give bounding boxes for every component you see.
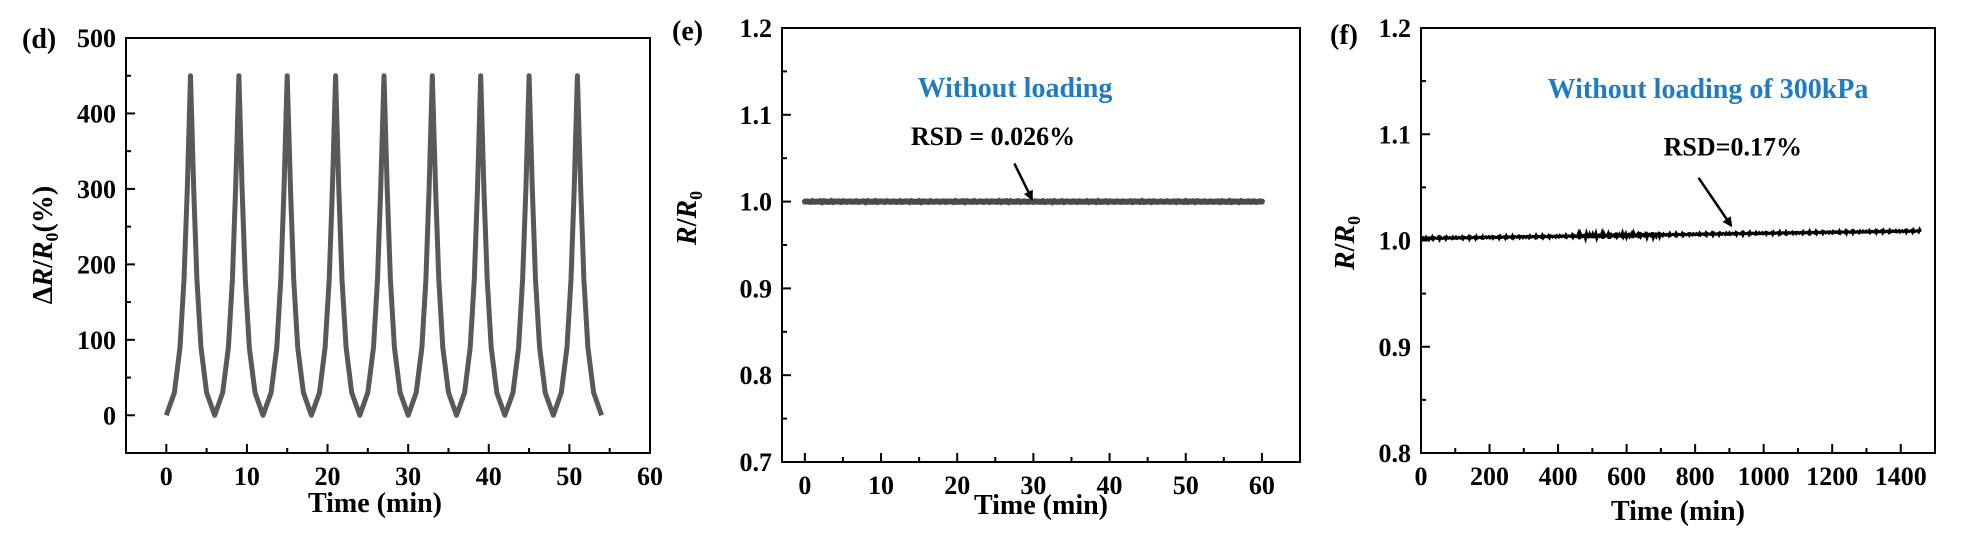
- panel-e-chart: (e) 0 10 20 30 40 50 60 0.7 0.8 0.9 1.0 1.1 1.2 Tim…: [672, 14, 1301, 521]
- y-axis-ticks-f: 0.8 0.9 1.0 1.1 1.2: [1379, 14, 1430, 468]
- x-tick-label: 60: [1249, 471, 1275, 500]
- y-tick-label: 0.8: [740, 361, 773, 390]
- data-line-d: [163, 73, 604, 418]
- x-tick-label: 10: [234, 462, 260, 491]
- y-axis-title-d: ΔR/R0(%): [28, 186, 62, 304]
- x-tick-label: 800: [1676, 462, 1715, 491]
- x-tick-label: 1200: [1806, 462, 1858, 491]
- series-d: [163, 73, 604, 418]
- chart-title-e: Without loading: [918, 73, 1113, 104]
- panel-label-e: (e): [672, 16, 703, 47]
- x-tick-label: 400: [1539, 462, 1578, 491]
- x-tick-label: 60: [637, 462, 663, 491]
- panel-f-chart: (f) 0 200 400 600 800 1000 1200 1400 0.8 0.9 1.0 1…: [1330, 14, 1936, 527]
- y-tick-label: 500: [77, 24, 116, 53]
- y-tick-label: 1.0: [740, 188, 773, 217]
- y-tick-label: 0.9: [740, 274, 773, 303]
- x-axis-ticks-f: 0 200 400 600 800 1000 1200 1400: [1415, 444, 1927, 491]
- x-tick-label: 30: [1020, 471, 1046, 500]
- y-tick-label: 200: [77, 250, 116, 279]
- panel-d-chart: (d) 0 10 20 30 40 50 60 0 100 200 300 400 500 Time …: [22, 24, 663, 519]
- x-tick-label: 30: [395, 462, 421, 491]
- rsd-arrow-f: [1697, 177, 1733, 228]
- y-axis-title-f: R/R0: [1330, 216, 1364, 271]
- x-tick-label: 10: [868, 471, 894, 500]
- y-tick-label: 300: [77, 175, 116, 204]
- data-line-e: [801, 197, 1265, 206]
- x-axis-title-f: Time (min): [1611, 496, 1745, 527]
- x-tick-label: 600: [1607, 462, 1646, 491]
- y-tick-label: 1.1: [1379, 120, 1412, 149]
- x-axis-title-d: Time (min): [308, 488, 442, 519]
- series-e: [801, 197, 1265, 206]
- y-tick-label: 0.7: [740, 448, 773, 477]
- y-tick-label: 0.8: [1379, 439, 1412, 468]
- x-tick-label: 0: [798, 471, 811, 500]
- x-tick-label: 20: [944, 471, 970, 500]
- y-tick-label: 1.2: [1379, 14, 1412, 43]
- x-tick-label: 20: [315, 462, 341, 491]
- annotation-e: RSD = 0.026%: [911, 122, 1075, 201]
- y-tick-label: 400: [77, 99, 116, 128]
- x-tick-label: 1000: [1738, 462, 1790, 491]
- y-axis-ticks-e: 0.7 0.8 0.9 1.0 1.1 1.2: [740, 14, 791, 477]
- y-tick-label: 100: [77, 326, 116, 355]
- y-axis-ticks-d: 0 100 200 300 400 500: [77, 24, 135, 430]
- x-axis-title-e: Time (min): [974, 490, 1108, 521]
- x-tick-label: 50: [1173, 471, 1199, 500]
- x-tick-label: 50: [556, 462, 582, 491]
- svg-text:ΔR/R0(%): ΔR/R0(%): [28, 186, 62, 304]
- rsd-label-f: RSD=0.17%: [1664, 133, 1802, 162]
- rsd-arrow-e: [1013, 162, 1033, 201]
- chart-title-f: Without loading of 300kPa: [1548, 74, 1869, 105]
- panel-label-f: (f): [1330, 20, 1358, 51]
- panel-label-d: (d): [22, 24, 56, 55]
- y-tick-label: 0: [103, 401, 116, 430]
- y-tick-label: 1.1: [740, 101, 773, 130]
- plot-frame-d: [125, 37, 651, 454]
- svg-text:R/R0: R/R0: [1330, 216, 1364, 271]
- rsd-label-e: RSD = 0.026%: [911, 122, 1075, 151]
- x-tick-label: 40: [476, 462, 502, 491]
- x-axis-ticks-d: 0 10 20 30 40 50 60: [160, 444, 663, 491]
- x-tick-label: 1400: [1875, 462, 1927, 491]
- annotation-f: RSD=0.17%: [1664, 133, 1802, 228]
- series-f: [1420, 226, 1922, 244]
- y-tick-label: 1.2: [740, 14, 773, 43]
- x-tick-label: 0: [1415, 462, 1428, 491]
- svg-text:R/R0: R/R0: [672, 191, 706, 246]
- y-tick-label: 0.9: [1379, 333, 1412, 362]
- x-tick-label: 200: [1470, 462, 1509, 491]
- y-axis-title-e: R/R0: [672, 191, 706, 246]
- x-tick-label: 0: [160, 462, 173, 491]
- x-tick-label: 40: [1097, 471, 1123, 500]
- x-axis-ticks-e: 0 10 20 30 40 50 60: [798, 453, 1275, 500]
- y-tick-label: 1.0: [1379, 227, 1412, 256]
- data-line-f: [1420, 226, 1922, 244]
